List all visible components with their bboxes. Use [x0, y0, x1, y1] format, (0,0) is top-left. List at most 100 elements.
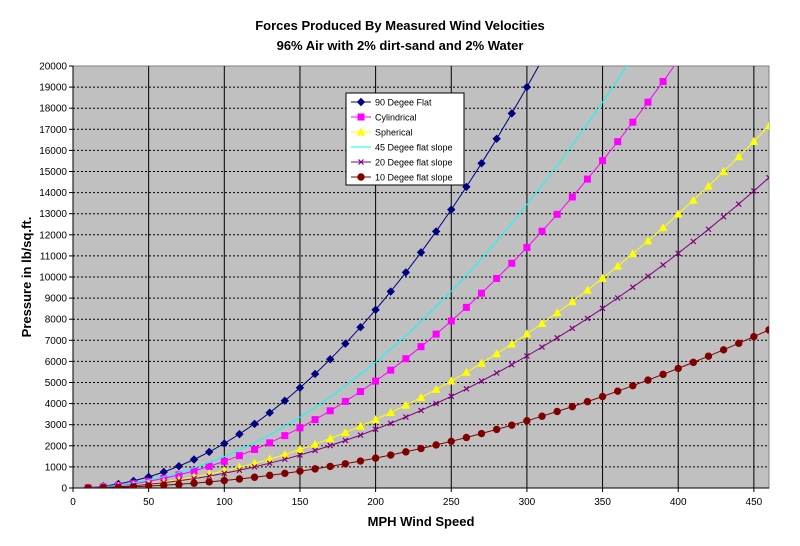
data-point: [236, 467, 243, 474]
data-point: [114, 483, 123, 488]
legend-marker: [357, 113, 365, 121]
data-point: [614, 294, 621, 301]
data-point: [614, 138, 622, 146]
data-point: [251, 446, 259, 454]
data-point: [280, 396, 290, 405]
data-point: [599, 305, 606, 312]
y-tick-label: 14000: [39, 188, 67, 199]
data-point: [508, 361, 515, 368]
series-6: [84, 326, 769, 488]
data-point: [553, 407, 561, 416]
data-point: [462, 303, 470, 311]
x-tick-label: 300: [519, 497, 536, 508]
data-point: [371, 454, 380, 462]
data-point: [507, 109, 516, 118]
data-point: [735, 339, 743, 348]
data-point: [583, 175, 591, 183]
data-point: [658, 223, 668, 232]
data-point: [265, 471, 274, 480]
series-layer: [83, 66, 769, 488]
data-point: [643, 236, 653, 245]
data-point: [704, 181, 713, 190]
legend-box: [345, 92, 465, 186]
data-point: [190, 479, 198, 487]
y-tick-label: 18000: [39, 104, 67, 115]
data-point: [416, 248, 426, 257]
y-tick-label: 15000: [39, 167, 67, 178]
data-point: [644, 98, 652, 106]
chart-title: Forces Produced By Measured Wind Velocit…: [255, 18, 545, 33]
data-point: [584, 315, 591, 322]
data-point: [281, 456, 288, 463]
data-point: [568, 402, 577, 411]
data-point: [204, 447, 214, 457]
data-point: [341, 339, 350, 348]
data-point: [508, 421, 516, 429]
data-point: [310, 439, 320, 448]
data-point: [371, 305, 380, 315]
data-point: [295, 444, 305, 453]
data-point: [311, 465, 319, 473]
x-axis-title: MPH Wind Speed: [368, 514, 475, 529]
data-point: [387, 366, 395, 374]
data-point: [129, 483, 138, 488]
data-point: [266, 439, 274, 447]
data-point: [326, 407, 334, 415]
data-point: [295, 383, 305, 392]
data-point: [538, 412, 546, 420]
data-point: [311, 416, 319, 424]
x-tick-label: 450: [746, 497, 763, 508]
data-point: [583, 285, 592, 294]
data-point: [357, 432, 364, 438]
y-tick-label: 9000: [45, 294, 68, 305]
y-tick-label: 19000: [39, 83, 67, 94]
data-point: [508, 259, 516, 267]
data-point: [492, 349, 501, 358]
data-point: [417, 444, 425, 453]
data-point: [312, 447, 319, 454]
data-point: [463, 385, 470, 392]
data-point: [522, 82, 532, 92]
data-point: [206, 473, 213, 480]
data-point: [447, 205, 456, 214]
data-point: [477, 159, 486, 168]
data-point: [144, 482, 153, 488]
legend-entry: 90 Degee Flat: [375, 98, 432, 108]
data-point: [250, 473, 259, 481]
data-point: [220, 457, 228, 465]
data-point: [719, 346, 728, 354]
legend-entry: 45 Degee flat slope: [375, 143, 453, 153]
data-point: [613, 387, 622, 395]
data-point: [220, 476, 229, 485]
data-point: [387, 451, 395, 459]
data-point: [553, 210, 561, 218]
legend-marker: [356, 127, 366, 136]
legend-marker: [356, 97, 366, 107]
data-point: [189, 455, 199, 464]
data-point: [372, 426, 379, 433]
data-point: [341, 460, 350, 468]
data-point: [402, 414, 409, 420]
series-4: [88, 66, 628, 488]
data-point: [432, 441, 440, 449]
data-point: [235, 429, 244, 439]
series-line: [88, 177, 769, 488]
data-point: [734, 152, 744, 161]
data-point: [341, 427, 350, 437]
y-tick-label: 11000: [40, 251, 68, 262]
y-tick-label: 8000: [45, 315, 68, 326]
data-point: [477, 429, 486, 438]
y-tick-label: 3000: [45, 420, 68, 431]
data-point: [567, 297, 577, 306]
data-point: [356, 457, 365, 465]
data-point: [628, 249, 638, 258]
data-point: [297, 452, 303, 458]
y-tick-label: 13000: [39, 209, 67, 220]
data-point: [719, 167, 728, 176]
data-point: [569, 325, 576, 332]
y-tick-label: 5000: [45, 378, 68, 389]
data-point: [492, 425, 501, 434]
data-point: [356, 421, 365, 430]
data-point: [431, 384, 441, 393]
x-tick-label: 50: [143, 497, 155, 508]
